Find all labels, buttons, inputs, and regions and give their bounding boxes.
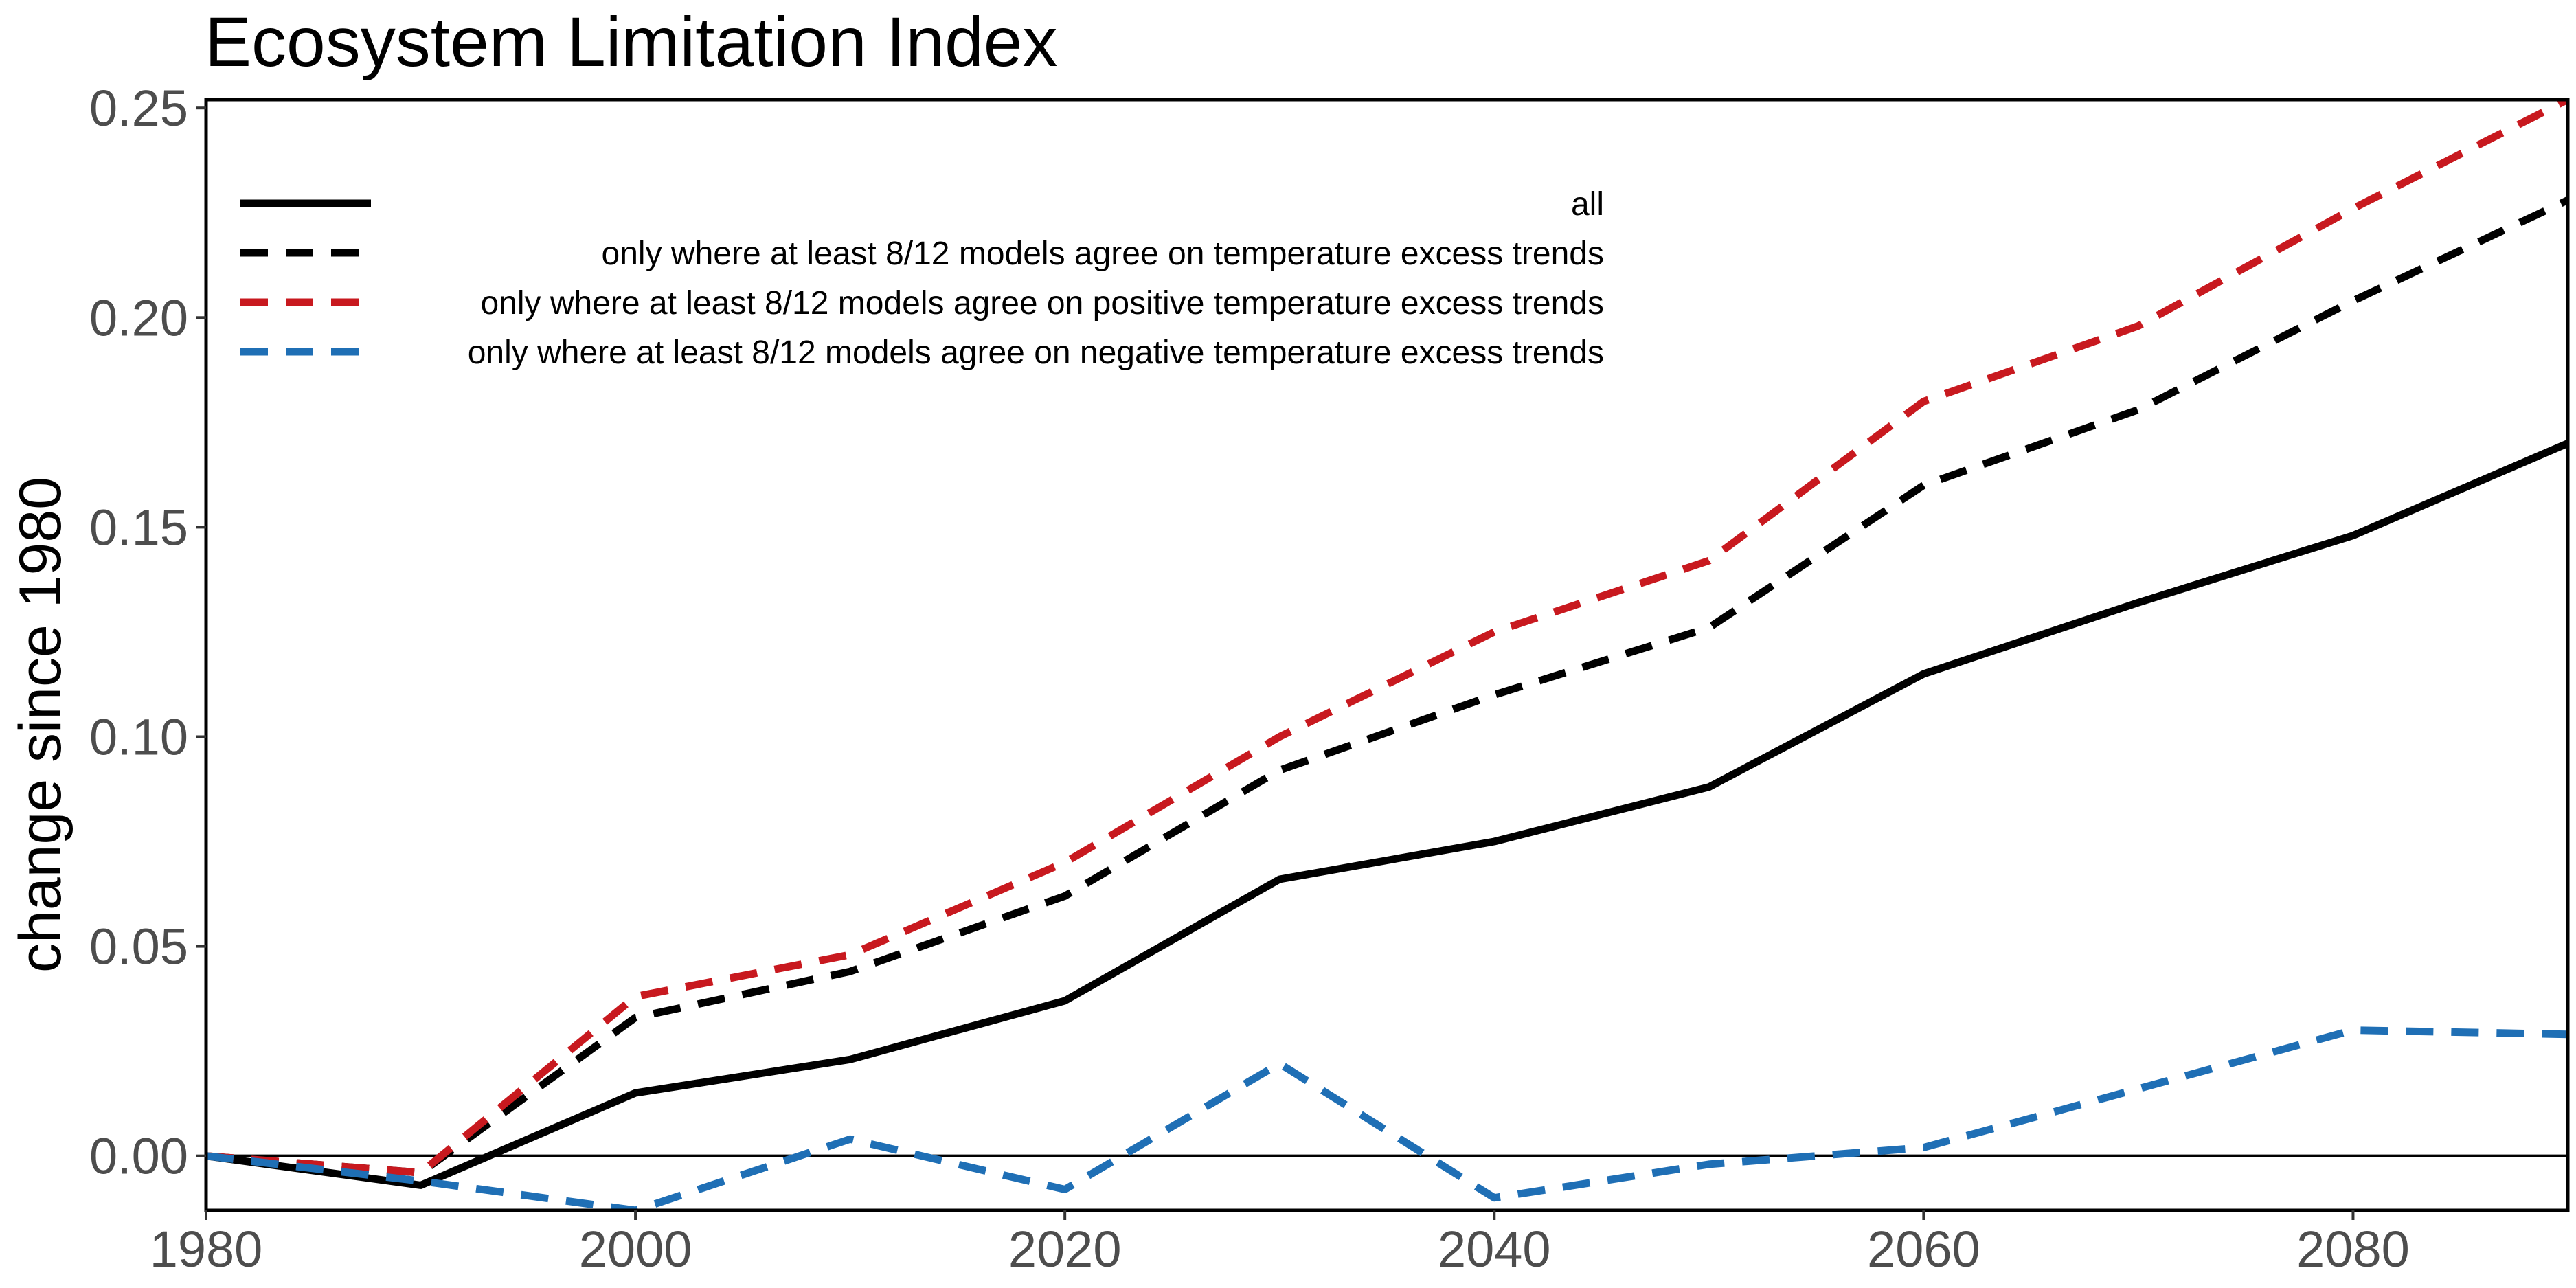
y-tick-label: 0.05 (89, 918, 188, 975)
plot-area: 0.00 0.05 0.10 0.15 0.20 0.25 1980 2000 2020 2040… (89, 80, 2570, 1278)
x-tick-label: 2040 (1438, 1221, 1551, 1278)
series-line-1 (206, 440, 2568, 1189)
x-tick-label: 1980 (150, 1221, 263, 1278)
y-tick-label: 0.10 (89, 708, 188, 765)
y-tick-label: 0.25 (89, 80, 188, 137)
legend-label-4: only where at least 8/12 models agree on… (468, 335, 1604, 371)
plot-border (204, 98, 2570, 1212)
y-axis-label: change since 1980 (8, 477, 74, 973)
series-line-3 (206, 100, 2568, 1177)
legend-label-1: all (1571, 186, 1604, 223)
series-group (206, 100, 2568, 1210)
x-tick-label: 2080 (2296, 1221, 2410, 1278)
legend-label-2: only where at least 8/12 models agree on… (602, 236, 1604, 272)
x-tick-label: 2000 (579, 1221, 692, 1278)
series-line-4 (206, 1026, 2568, 1210)
x-tick-label: 2060 (1867, 1221, 1980, 1278)
x-tick-label: 2020 (1008, 1221, 1122, 1278)
y-tick-label: 0.15 (89, 499, 188, 556)
y-tick-label: 0.00 (89, 1128, 188, 1185)
y-tick-label: 0.20 (89, 289, 188, 346)
legend-label-3: only where at least 8/12 models agree on… (480, 285, 1604, 321)
chart-title: Ecosystem Limitation Index (205, 3, 1058, 81)
series-line-2 (206, 196, 2568, 1177)
legend: all only where at least 8/12 models agree… (240, 186, 1604, 371)
